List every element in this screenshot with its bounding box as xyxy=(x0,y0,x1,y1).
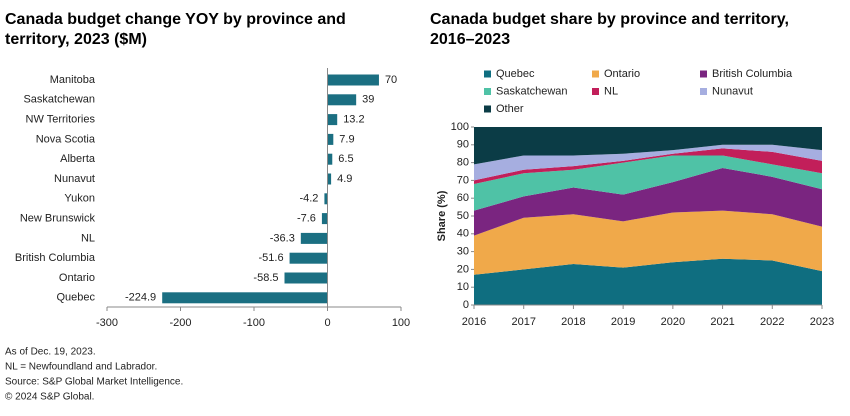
x-tick-label: 2022 xyxy=(760,316,784,328)
legend-swatch xyxy=(484,88,491,95)
y-tick-label: 90 xyxy=(457,139,469,151)
value-label: 7.9 xyxy=(339,133,354,145)
value-label: 13.2 xyxy=(343,114,364,126)
x-tick-label: 2020 xyxy=(661,316,685,328)
chart-title: Canada budget change YOY by province and xyxy=(5,11,346,28)
legend-label: British Columbia xyxy=(712,68,793,80)
area xyxy=(474,210,822,275)
area xyxy=(474,258,822,305)
bar xyxy=(289,252,328,264)
note: NL = Newfoundland and Labrador. xyxy=(5,362,157,373)
category-label: Manitoba xyxy=(50,74,96,86)
bar xyxy=(324,193,328,205)
category-label: Quebec xyxy=(56,292,95,304)
area xyxy=(474,155,822,211)
legend-label: NL xyxy=(604,85,618,97)
x-tick-label: -100 xyxy=(243,317,265,329)
y-tick-label: 10 xyxy=(457,281,469,293)
x-tick-label: 2016 xyxy=(462,316,486,328)
x-tick-label: -300 xyxy=(96,317,118,329)
x-tick-label: 2019 xyxy=(611,316,635,328)
y-tick-label: 80 xyxy=(457,157,469,169)
area xyxy=(474,127,822,165)
y-tick-label: 100 xyxy=(451,121,469,133)
bar xyxy=(327,114,338,126)
x-tick-label: 2017 xyxy=(511,316,535,328)
bar xyxy=(327,74,379,86)
value-label: 70 xyxy=(385,74,397,86)
note: As of Dec. 19, 2023. xyxy=(5,347,96,358)
legend-label: Ontario xyxy=(604,68,640,80)
bar xyxy=(300,232,328,244)
note: © 2024 S&P Global. xyxy=(5,392,94,403)
x-tick-label: 0 xyxy=(324,317,330,329)
chart-title: territory, 2023 ($M) xyxy=(5,31,147,48)
legend-swatch xyxy=(700,70,707,78)
bar xyxy=(162,292,328,304)
legend-label: Nunavut xyxy=(712,85,753,97)
note: Source: S&P Global Market Intelligence. xyxy=(5,377,183,388)
area xyxy=(474,167,822,236)
category-label: Ontario xyxy=(59,272,95,284)
chart-title: Canada budget share by province and terr… xyxy=(430,11,789,28)
value-label: 39 xyxy=(362,94,374,106)
category-label: British Columbia xyxy=(15,252,96,264)
value-label: -36.3 xyxy=(270,232,295,244)
bar xyxy=(327,133,334,145)
value-label: -224.9 xyxy=(125,292,156,304)
x-tick-label: 100 xyxy=(392,317,410,329)
x-tick-label: 2021 xyxy=(710,316,734,328)
bar xyxy=(327,173,332,185)
category-label: Nova Scotia xyxy=(36,133,96,145)
legend-swatch xyxy=(592,70,599,78)
y-tick-label: 20 xyxy=(457,263,469,275)
value-label: -58.5 xyxy=(253,272,278,284)
category-label: Alberta xyxy=(60,153,96,165)
legend-label: Saskatchewan xyxy=(496,85,568,97)
y-tick-label: 70 xyxy=(457,174,469,186)
value-label: 4.9 xyxy=(337,173,352,185)
value-label: -51.6 xyxy=(258,252,283,264)
y-tick-label: 40 xyxy=(457,228,469,240)
value-label: 6.5 xyxy=(338,153,353,165)
area xyxy=(474,148,822,184)
y-axis-label: Share (%) xyxy=(436,190,448,241)
legend-swatch xyxy=(700,88,707,95)
category-label: NW Territories xyxy=(26,114,96,126)
category-label: Nunavut xyxy=(54,173,95,185)
y-tick-label: 30 xyxy=(457,246,469,258)
value-label: -4.2 xyxy=(299,193,318,205)
value-label: -7.6 xyxy=(297,213,316,225)
bar xyxy=(284,272,328,284)
bar xyxy=(321,213,328,225)
bar xyxy=(327,94,357,106)
legend-swatch xyxy=(484,105,491,113)
legend-label: Other xyxy=(496,103,524,115)
legend-swatch xyxy=(484,70,491,78)
y-tick-label: 0 xyxy=(463,299,469,311)
legend-label: Quebec xyxy=(496,68,535,80)
x-tick-label: -200 xyxy=(169,317,191,329)
category-label: New Brunswick xyxy=(20,213,96,225)
x-tick-label: 2023 xyxy=(810,316,834,328)
bar xyxy=(327,153,333,165)
legend-swatch xyxy=(592,88,599,95)
x-tick-label: 2018 xyxy=(561,316,585,328)
y-tick-label: 60 xyxy=(457,192,469,204)
category-label: NL xyxy=(81,232,95,244)
category-label: Yukon xyxy=(64,193,95,205)
y-tick-label: 50 xyxy=(457,210,469,222)
chart-title: 2016–2023 xyxy=(430,31,510,48)
category-label: Saskatchewan xyxy=(23,94,95,106)
